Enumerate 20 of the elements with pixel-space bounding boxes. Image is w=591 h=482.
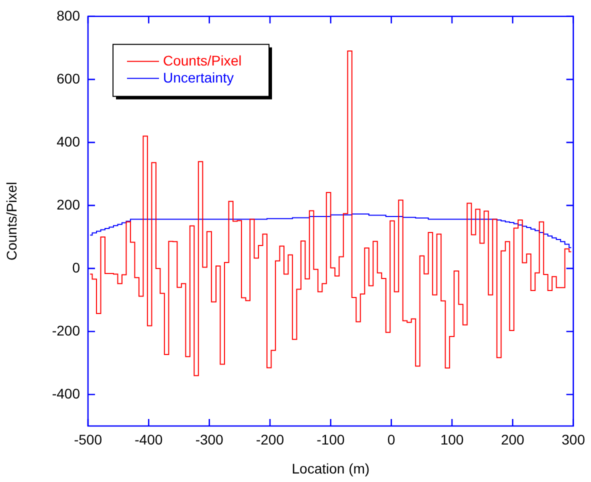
x-tick-label: 0 (387, 431, 396, 448)
y-tick-label: -400 (52, 385, 80, 402)
legend-label: Uncertainty (163, 69, 234, 86)
y-tick-label: 800 (56, 7, 80, 24)
x-tick-label: -500 (74, 431, 102, 448)
x-tick-label: -100 (316, 431, 345, 448)
legend-label: Counts/Pixel (163, 52, 242, 68)
y-tick-label: 600 (56, 70, 80, 86)
y-tick-label: 200 (56, 196, 80, 212)
x-tick-label: 300 (562, 431, 586, 448)
y-tick-label: 400 (56, 133, 80, 150)
y-tick-label: -200 (52, 322, 80, 338)
x-tick-label: 100 (440, 431, 464, 448)
y-tick-label: 0 (72, 259, 80, 276)
x-tick-label: -400 (134, 431, 163, 448)
x-tick-label: 200 (500, 431, 525, 448)
x-axis-title: Location (m) (292, 460, 370, 476)
y-axis-title: Counts/Pixel (3, 182, 20, 260)
x-tick-label: -300 (195, 431, 224, 448)
x-tick-label: -200 (256, 431, 284, 448)
